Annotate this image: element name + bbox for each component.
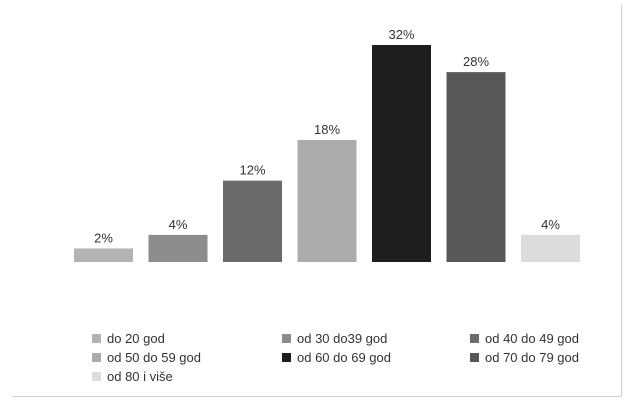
legend-label: od 80 i više	[107, 369, 173, 384]
bar-3	[223, 180, 282, 262]
legend-swatch	[92, 372, 101, 381]
legend-item-1: do 20 god	[92, 331, 165, 346]
bar-1	[74, 248, 133, 262]
data-label-6: 28%	[463, 54, 489, 69]
bar-4	[297, 139, 357, 262]
legend-item-7: od 80 i više	[92, 369, 173, 384]
data-label-2: 4%	[169, 217, 188, 232]
legend-swatch	[92, 334, 101, 343]
legend-label: od 40 do 49 god	[485, 331, 579, 346]
legend-swatch	[92, 353, 101, 362]
legend-swatch	[470, 353, 479, 362]
legend-swatch	[282, 353, 291, 362]
bar-6	[446, 72, 506, 262]
data-label-1: 2%	[94, 230, 113, 245]
bar-2	[148, 234, 208, 262]
legend-label: do 20 god	[107, 331, 165, 346]
chart-frame	[12, 5, 622, 397]
data-label-7: 4%	[541, 217, 560, 232]
data-label-5: 32%	[388, 27, 414, 42]
legend-label: od 50 do 59 god	[107, 350, 201, 365]
bar-7	[521, 234, 580, 262]
legend-swatch	[470, 334, 479, 343]
data-label-3: 12%	[239, 163, 265, 178]
legend-swatch	[282, 334, 291, 343]
legend-label: od 60 do 69 god	[297, 350, 391, 365]
legend-item-4: od 50 do 59 god	[92, 350, 201, 365]
legend-item-6: od 70 do 79 god	[470, 350, 579, 365]
legend-item-5: od 60 do 69 god	[282, 350, 391, 365]
legend-label: od 70 do 79 god	[485, 350, 579, 365]
legend-item-2: od 30 do39 god	[282, 331, 387, 346]
legend-label: od 30 do39 god	[297, 331, 388, 346]
bar-5	[372, 45, 431, 262]
data-label-4: 18%	[314, 122, 340, 137]
legend-item-3: od 40 do 49 god	[470, 331, 579, 346]
